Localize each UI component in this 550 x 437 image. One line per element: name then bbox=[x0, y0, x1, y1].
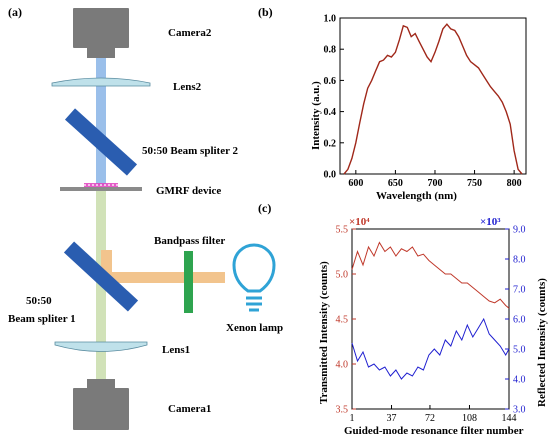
reflected-line bbox=[351, 317, 510, 380]
spectrum-ytick-label: 0.4 bbox=[324, 107, 337, 118]
spectrum-chart: 0.0 0.2 0.4 0.6 0.8 1.0 600 650 700 750 800 Wavel… bbox=[310, 14, 527, 202]
transmitted-line bbox=[351, 241, 510, 309]
intensity-xlabel: Guided-mode resonance filter number bbox=[344, 425, 524, 437]
xenon-lamp-label: Xenon lamp bbox=[226, 322, 283, 334]
intensity-xtick-label: 108 bbox=[462, 413, 477, 424]
spectrum-ytick-label: 0.2 bbox=[324, 138, 337, 149]
spectrum-ytick-label: 0.0 bbox=[324, 170, 337, 181]
intensity-left-ytick-label: 3.5 bbox=[336, 405, 349, 416]
spectrum-ytick-label: 0.8 bbox=[324, 45, 337, 56]
camera1-label: Camera1 bbox=[168, 403, 211, 415]
intensity-left-ytick-label: 5.5 bbox=[336, 225, 349, 236]
intensity-right-ytick-label: 3.0 bbox=[513, 405, 526, 416]
bandpass-label: Bandpass filter bbox=[154, 235, 225, 247]
spectrum-xtick-label: 600 bbox=[348, 178, 363, 189]
spectrum-xtick-label: 800 bbox=[507, 178, 522, 189]
intensity-plot-frame bbox=[351, 228, 510, 410]
intensity-right-ytick-label: 8.0 bbox=[513, 255, 526, 266]
intensity-right-ytick-label: 4.0 bbox=[513, 375, 526, 386]
lower-beam bbox=[96, 190, 106, 410]
beam-splitter-2 bbox=[64, 108, 138, 176]
spectrum-ytick-label: 0.6 bbox=[324, 76, 337, 87]
right-scale-factor: ×10³ bbox=[480, 216, 501, 228]
gmrf-label: GMRF device bbox=[156, 185, 221, 197]
intensity-xtick-label: 144 bbox=[502, 413, 517, 424]
beam-splitter-2-label: 50:50 Beam spliter 2 bbox=[142, 145, 239, 157]
lamp-beam bbox=[101, 250, 225, 283]
intensity-xtick-label: 1 bbox=[350, 413, 355, 424]
intensity-right-ytick-label: 7.0 bbox=[513, 285, 526, 296]
beam-splitter-1-label-line2: Beam spliter 1 bbox=[8, 313, 76, 325]
spectrum-xlabel: Wavelength (nm) bbox=[376, 190, 457, 202]
intensity-left-ytick-label: 4.5 bbox=[336, 315, 349, 326]
intensity-left-ylabel: Transmitted Intensity (counts) bbox=[318, 261, 330, 404]
lens2-label: Lens2 bbox=[173, 81, 202, 93]
intensity-right-ylabel: Reflected Intensity (counts) bbox=[536, 278, 548, 407]
panel-a-label: (a) bbox=[8, 5, 22, 19]
lens2 bbox=[51, 77, 151, 87]
lens1 bbox=[54, 341, 148, 352]
panel-b-label: (b) bbox=[258, 5, 273, 19]
upper-beam bbox=[96, 55, 106, 185]
intensity-left-ytick-label: 5.0 bbox=[336, 270, 349, 281]
spectrum-xtick-label: 650 bbox=[388, 178, 403, 189]
xenon-lamp-icon bbox=[232, 243, 276, 312]
intensity-right-ytick-label: 9.0 bbox=[513, 225, 526, 236]
beam-splitter-1 bbox=[63, 241, 139, 312]
spectrum-xtick-label: 700 bbox=[427, 178, 442, 189]
intensity-chart: ×10⁴ ×10³ 3.5 4.0 4.5 5.0 5.5 3.0 4.0 5.0 6.0 7.… bbox=[318, 216, 548, 437]
bandpass-filter bbox=[184, 251, 193, 313]
gmrf-device bbox=[60, 183, 142, 191]
camera2-label: Camera2 bbox=[168, 27, 212, 39]
beam-splitter-1-label-line1: 50:50 bbox=[26, 295, 52, 307]
camera1 bbox=[73, 379, 129, 430]
lens1-label: Lens1 bbox=[162, 344, 190, 356]
spectrum-ytick-label: 1.0 bbox=[324, 14, 337, 25]
camera2 bbox=[73, 8, 129, 58]
intensity-right-ytick-label: 6.0 bbox=[513, 315, 526, 326]
panel-c-label: (c) bbox=[258, 201, 271, 215]
spectrum-ylabel: Intensity (a.u.) bbox=[310, 81, 322, 150]
intensity-xtick-label: 37 bbox=[387, 413, 397, 424]
intensity-left-ytick-label: 4.0 bbox=[336, 360, 349, 371]
intensity-xtick-label: 72 bbox=[425, 413, 435, 424]
intensity-right-ytick-label: 5.0 bbox=[513, 345, 526, 356]
spectrum-xtick-label: 750 bbox=[467, 178, 482, 189]
left-scale-factor: ×10⁴ bbox=[349, 216, 370, 228]
spectrum-line bbox=[343, 23, 523, 175]
spectrum-plot-frame bbox=[339, 17, 527, 175]
